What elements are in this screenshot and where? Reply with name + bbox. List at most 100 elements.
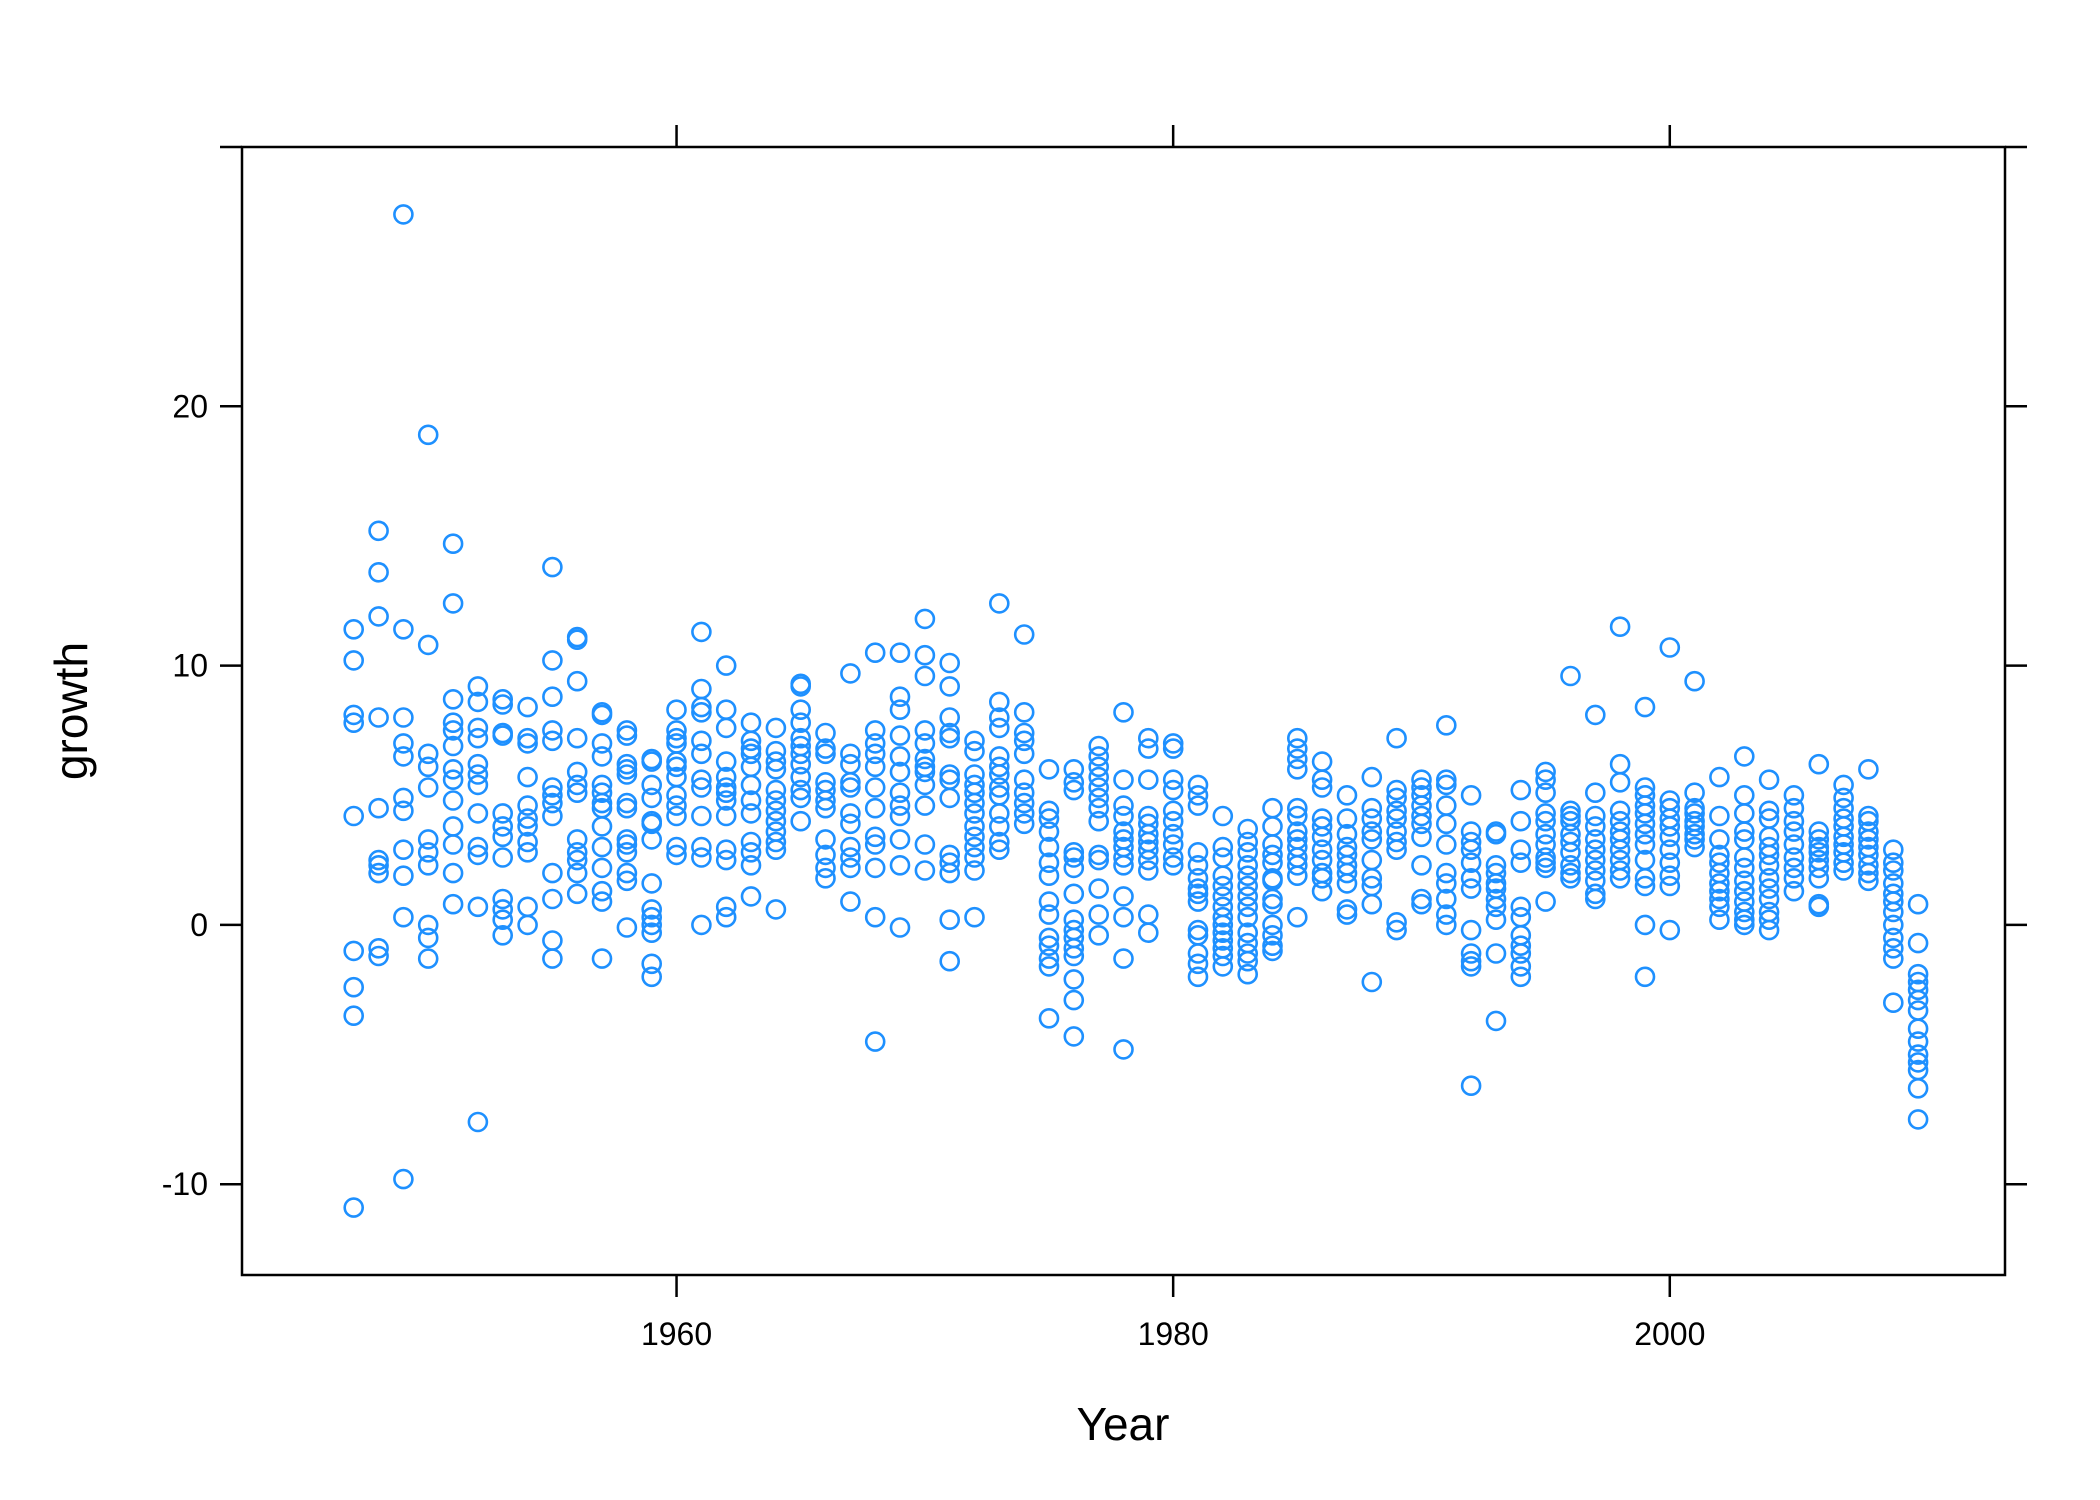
data-point bbox=[591, 792, 613, 814]
data-point bbox=[1287, 854, 1308, 876]
data-point bbox=[1113, 795, 1134, 816]
data-point bbox=[1883, 860, 1904, 881]
data-point bbox=[1758, 769, 1780, 791]
data-point bbox=[542, 650, 563, 671]
data-point bbox=[1287, 748, 1308, 770]
data-point bbox=[368, 797, 389, 819]
data-point bbox=[740, 774, 762, 796]
data-point bbox=[1038, 956, 1060, 977]
data-point bbox=[1883, 914, 1904, 936]
data-point bbox=[641, 906, 663, 928]
data-point bbox=[393, 618, 414, 640]
data-point bbox=[1113, 886, 1134, 907]
data-point bbox=[343, 618, 365, 640]
data-point bbox=[1063, 883, 1085, 905]
data-point bbox=[442, 712, 464, 734]
data-point bbox=[1560, 800, 1581, 822]
data-point bbox=[889, 854, 911, 876]
data-point bbox=[840, 836, 861, 858]
data-point bbox=[1634, 875, 1656, 897]
data-point bbox=[1659, 919, 1681, 941]
data-point bbox=[1187, 953, 1209, 975]
data-point bbox=[988, 691, 1010, 713]
data-point bbox=[1585, 888, 1606, 910]
data-point bbox=[815, 738, 836, 759]
data-point bbox=[1088, 787, 1109, 809]
data-point bbox=[1063, 1026, 1085, 1047]
data-point bbox=[790, 810, 812, 832]
data-point bbox=[715, 782, 737, 804]
data-point bbox=[1535, 782, 1556, 804]
data-point bbox=[1237, 831, 1258, 853]
data-point bbox=[1411, 805, 1432, 827]
data-point bbox=[492, 909, 514, 931]
data-point bbox=[1460, 950, 1482, 972]
data-point bbox=[1361, 829, 1383, 850]
data-point bbox=[666, 720, 687, 741]
data-point bbox=[417, 756, 439, 778]
data-point bbox=[1535, 857, 1556, 879]
data-point bbox=[1758, 854, 1780, 876]
data-point bbox=[1063, 771, 1085, 793]
data-point bbox=[467, 676, 489, 697]
data-point bbox=[691, 914, 712, 936]
data-point bbox=[542, 805, 563, 827]
data-point bbox=[1436, 774, 1457, 796]
data-point bbox=[1907, 979, 1929, 1001]
data-point bbox=[368, 707, 389, 728]
data-point bbox=[1883, 852, 1904, 874]
axis-tick-labels: 1960 1980 2000 -10 0 10 20 bbox=[162, 388, 1706, 1352]
data-point bbox=[715, 790, 737, 811]
data-point bbox=[1411, 893, 1432, 915]
data-point bbox=[1336, 823, 1358, 845]
data-point bbox=[1883, 937, 1904, 959]
data-point bbox=[1138, 727, 1159, 749]
data-point bbox=[368, 937, 389, 959]
data-point bbox=[1436, 714, 1457, 736]
data-point bbox=[566, 727, 588, 749]
data-point bbox=[1758, 878, 1780, 899]
data-point bbox=[840, 803, 861, 824]
data-point bbox=[1734, 914, 1755, 936]
data-point bbox=[1634, 803, 1656, 824]
data-point bbox=[566, 849, 588, 871]
data-point bbox=[1386, 919, 1407, 941]
data-point bbox=[1187, 943, 1209, 964]
data-point bbox=[492, 847, 514, 868]
data-point bbox=[765, 758, 787, 780]
data-point bbox=[691, 847, 712, 868]
data-point bbox=[1113, 701, 1134, 723]
data-point bbox=[1187, 878, 1209, 899]
data-point bbox=[1088, 735, 1109, 757]
data-point bbox=[1858, 758, 1879, 780]
data-point bbox=[1386, 787, 1407, 809]
data-point bbox=[715, 896, 737, 918]
data-point bbox=[616, 870, 638, 892]
data-point bbox=[988, 764, 1010, 785]
data-point bbox=[790, 779, 812, 801]
data-point bbox=[1684, 836, 1705, 858]
data-point bbox=[1063, 857, 1085, 879]
data-point bbox=[1386, 911, 1407, 933]
y-axis-title: growth bbox=[45, 642, 97, 780]
data-point bbox=[1758, 867, 1780, 889]
data-point bbox=[964, 906, 985, 928]
data-point bbox=[988, 707, 1010, 728]
data-point bbox=[1088, 810, 1109, 832]
data-point bbox=[1485, 1010, 1507, 1032]
data-point bbox=[442, 758, 464, 780]
data-point bbox=[1560, 831, 1581, 853]
data-point bbox=[964, 803, 985, 824]
data-point bbox=[393, 865, 414, 887]
data-point bbox=[1013, 722, 1035, 744]
data-point bbox=[343, 650, 365, 671]
data-point bbox=[467, 844, 489, 866]
data-point bbox=[964, 847, 985, 868]
data-point bbox=[889, 782, 911, 804]
data-point bbox=[939, 950, 961, 972]
data-point bbox=[616, 841, 638, 863]
data-point bbox=[1883, 992, 1904, 1014]
data-point bbox=[1162, 800, 1184, 822]
data-point bbox=[616, 720, 638, 741]
data-point bbox=[1783, 867, 1805, 889]
